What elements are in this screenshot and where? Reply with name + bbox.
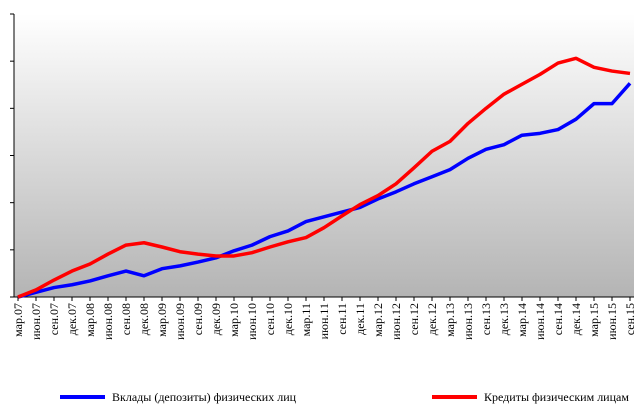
x-tick-label: мар.15	[587, 303, 601, 337]
x-tick-label: сен.11	[335, 303, 349, 335]
x-tick-label: июн.07	[29, 303, 43, 340]
x-tick-label: мар.07	[11, 303, 25, 337]
x-tick-label: мар.09	[155, 303, 169, 337]
series-line	[17, 56, 631, 299]
x-tick-label: дек.11	[353, 303, 367, 335]
x-tick-label: дек.12	[425, 303, 439, 335]
x-tick-label: июн.14	[533, 303, 547, 340]
x-tick-label: сен.14	[551, 303, 565, 335]
x-tick-label: дек.07	[65, 303, 79, 335]
x-tick-label: дек.09	[209, 303, 223, 335]
x-tick-label: сен.15	[623, 303, 634, 335]
x-tick-label: мар.13	[443, 303, 457, 337]
x-tick-label: мар.14	[515, 303, 529, 337]
x-tick-label: мар.11	[299, 303, 313, 336]
x-tick-label: июн.15	[605, 303, 619, 340]
series-line	[17, 82, 632, 299]
x-tick-label: дек.08	[137, 303, 151, 335]
x-tick-label: июн.09	[173, 303, 187, 340]
x-tick-label: июн.10	[245, 303, 259, 340]
x-tick-label: мар.12	[371, 303, 385, 337]
x-tick-label: июн.12	[389, 303, 403, 340]
x-tick-label: сен.12	[407, 303, 421, 335]
x-tick-label: сен.07	[47, 303, 61, 335]
x-tick-label: дек.10	[281, 303, 295, 335]
legend-label: Вклады (депозиты) физических лиц	[112, 390, 297, 404]
x-tick-label: сен.09	[191, 303, 205, 335]
x-tick-label: дек.13	[497, 303, 511, 335]
x-tick-label: сен.08	[119, 303, 133, 335]
legend-label: Кредиты физическим лицам	[484, 390, 629, 404]
x-tick-label: мар.08	[83, 303, 97, 337]
x-tick-label: июн.11	[317, 303, 331, 339]
x-tick-label: мар.10	[227, 303, 241, 337]
x-tick-label: июн.13	[461, 303, 475, 340]
x-tick-label: дек.14	[569, 303, 583, 335]
x-tick-label: сен.13	[479, 303, 493, 335]
x-tick-label: июн.08	[101, 303, 115, 340]
x-tick-label: сен.10	[263, 303, 277, 335]
